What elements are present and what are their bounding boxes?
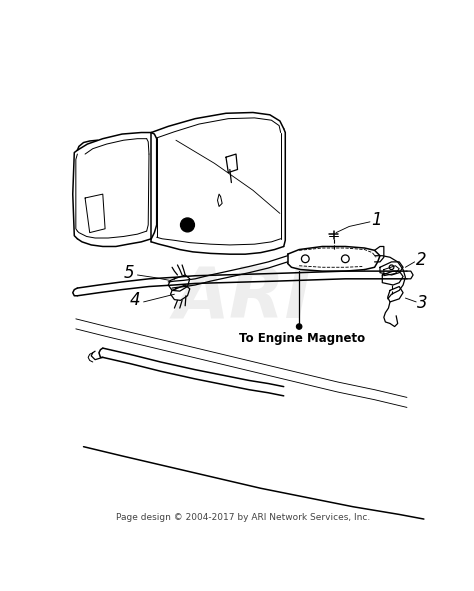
Text: To Engine Magneto: To Engine Magneto [239,332,365,345]
Circle shape [181,218,194,232]
Text: 1: 1 [372,212,382,229]
Text: Page design © 2004-2017 by ARI Network Services, Inc.: Page design © 2004-2017 by ARI Network S… [116,513,370,522]
Text: 4: 4 [130,291,140,309]
Text: 3: 3 [417,294,428,313]
Text: 5: 5 [124,264,134,282]
Text: 2: 2 [416,251,427,269]
Circle shape [296,324,302,329]
Text: ARI: ARI [174,264,312,333]
